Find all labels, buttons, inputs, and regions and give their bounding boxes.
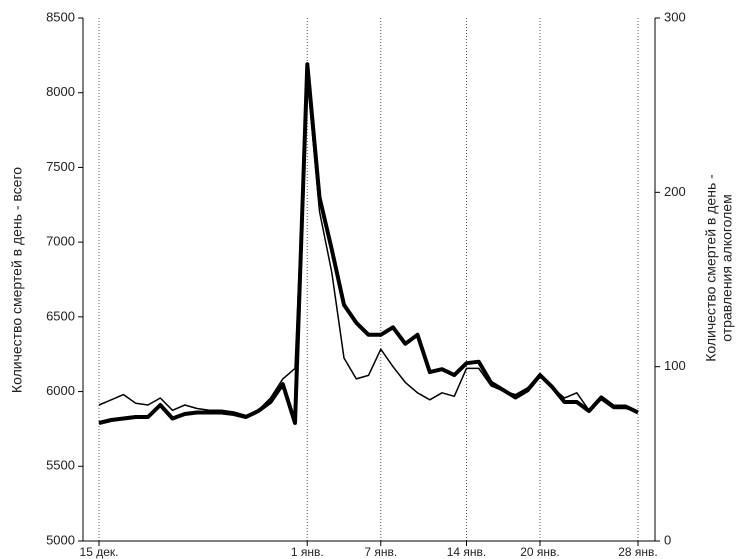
series-line	[98, 62, 639, 425]
x-tick-label: 28 янв.	[618, 545, 658, 559]
y-tick-label: 8500	[46, 9, 75, 24]
y-tick-label: 5500	[46, 458, 75, 473]
y2-tick-label: 100	[664, 358, 686, 373]
y2-axis-label: Количество смертей в день -	[703, 174, 719, 362]
y-tick-label: 7000	[46, 234, 75, 249]
x-tick-label: 7 янв.	[364, 545, 397, 559]
y2-axis-label: отравления алкоголем	[719, 194, 735, 341]
y-tick-label: 6000	[46, 383, 75, 398]
x-tick-label: 20 янв.	[520, 545, 560, 559]
y-tick-label: 8000	[46, 84, 75, 99]
x-tick-label: 14 янв.	[447, 545, 487, 559]
y-tick-label: 7500	[46, 159, 75, 174]
y2-tick-label: 200	[664, 184, 686, 199]
y-tick-label: 5000	[46, 532, 75, 547]
series-line	[98, 76, 639, 417]
x-tick-label: 15 дек.	[80, 545, 119, 559]
y-axis-label: Количество смертей в день - всего	[9, 167, 25, 393]
y2-tick-label: 300	[664, 9, 686, 24]
y2-tick-label: 0	[664, 532, 671, 547]
x-tick-label: 1 янв.	[291, 545, 324, 559]
y-tick-label: 6500	[46, 308, 75, 323]
